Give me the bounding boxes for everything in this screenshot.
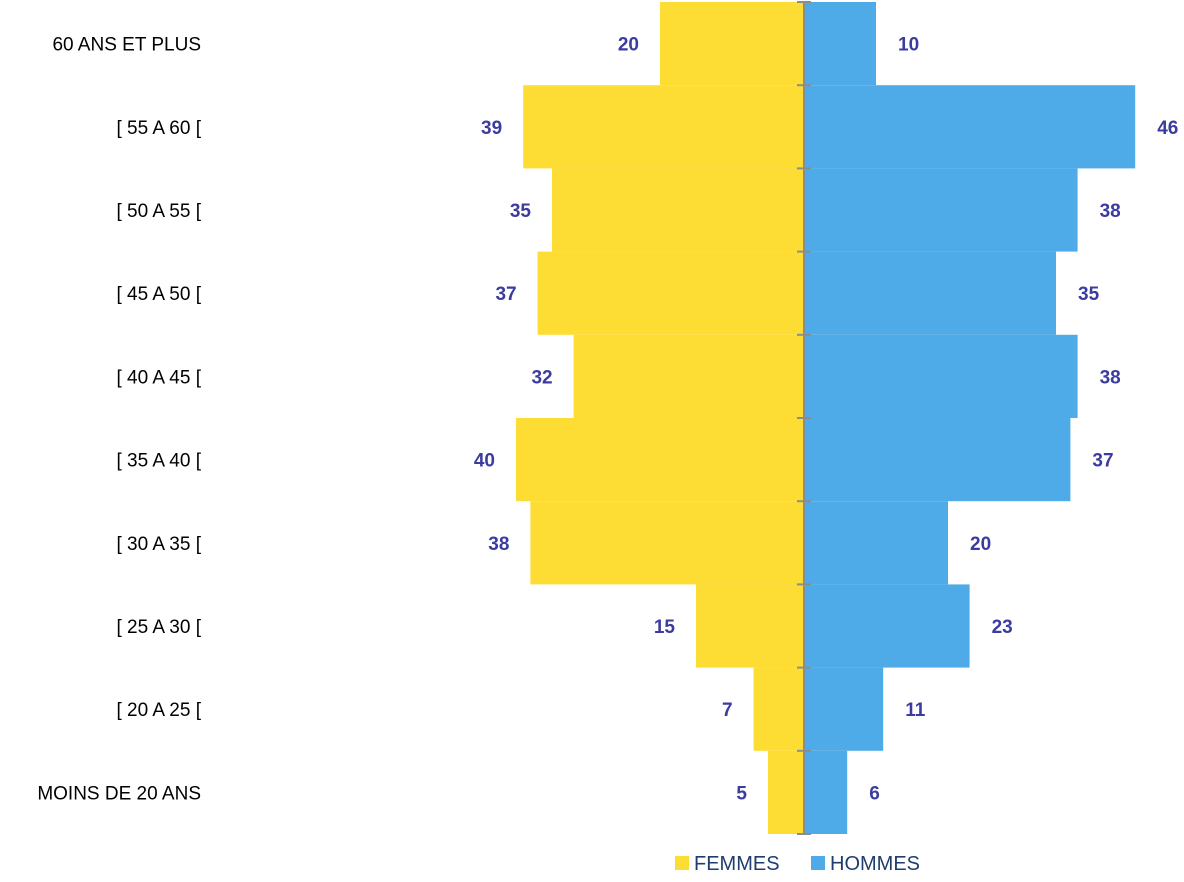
data-label-femmes: 38 [488,534,509,555]
data-label-femmes: 40 [474,451,495,472]
legend-label-femmes: FEMMES [694,853,780,875]
bar-femmes-2 [523,85,804,169]
category-label: [ 40 A 45 [ [116,367,201,388]
data-label-hommes: 20 [970,534,991,555]
bar-femmes-4 [537,251,804,335]
bar-femmes-9 [753,667,804,751]
bar-hommes-9 [804,667,884,751]
bar-hommes-5 [804,334,1078,418]
data-label-femmes: 39 [481,118,502,139]
legend-swatch-femmes [675,856,689,870]
category-label: 60 ANS ET PLUS [52,35,201,56]
category-label: [ 25 A 30 [ [116,617,201,638]
bars-layer [516,2,1136,834]
data-label-femmes: 35 [510,201,532,222]
bar-hommes-7 [804,501,948,585]
category-label: [ 35 A 40 [ [116,451,201,472]
bar-femmes-6 [516,418,804,502]
data-label-hommes: 6 [869,783,880,804]
bar-hommes-1 [804,2,876,86]
data-label-hommes: 23 [992,617,1013,638]
bar-hommes-2 [804,85,1136,169]
center-axis [797,1,811,835]
bar-hommes-10 [804,750,848,834]
bar-hommes-3 [804,168,1078,252]
data-label-hommes: 38 [1100,367,1121,388]
bar-femmes-3 [552,168,804,252]
legend: FEMMES HOMMES [675,853,920,875]
bar-femmes-1 [660,2,804,86]
legend-swatch-hommes [811,856,825,870]
bar-femmes-8 [696,584,804,668]
legend-label-hommes: HOMMES [830,853,920,875]
category-label: [ 45 A 50 [ [116,284,201,305]
data-label-femmes: 20 [618,35,639,56]
bar-hommes-4 [804,251,1056,335]
category-labels: 60 ANS ET PLUS [ 55 A 60 [ [ 50 A 55 [ [ 45… [37,35,201,805]
category-label: [ 20 A 25 [ [116,700,201,721]
bar-hommes-6 [804,418,1071,502]
bar-hommes-8 [804,584,970,668]
category-label: MOINS DE 20 ANS [37,783,201,804]
data-label-hommes: 37 [1092,451,1113,472]
category-label: [ 55 A 60 [ [116,118,201,139]
data-label-femmes: 37 [495,284,516,305]
data-label-femmes: 5 [736,783,747,804]
value-labels: 20 10 39 46 35 38 37 35 32 38 40 37 38 20 15 23 7 11 5 6 [474,35,1178,805]
data-label-femmes: 15 [654,617,676,638]
bar-femmes-10 [768,750,804,834]
data-label-hommes: 38 [1100,201,1121,222]
data-label-femmes: 7 [722,700,733,721]
data-label-hommes: 35 [1078,284,1100,305]
data-label-hommes: 11 [905,700,926,721]
category-label: [ 30 A 35 [ [116,534,201,555]
data-label-hommes: 46 [1157,118,1178,139]
category-label: [ 50 A 55 [ [116,201,201,222]
bar-femmes-5 [573,334,804,418]
bar-femmes-7 [530,501,804,585]
data-label-femmes: 32 [531,367,552,388]
data-label-hommes: 10 [898,35,919,56]
